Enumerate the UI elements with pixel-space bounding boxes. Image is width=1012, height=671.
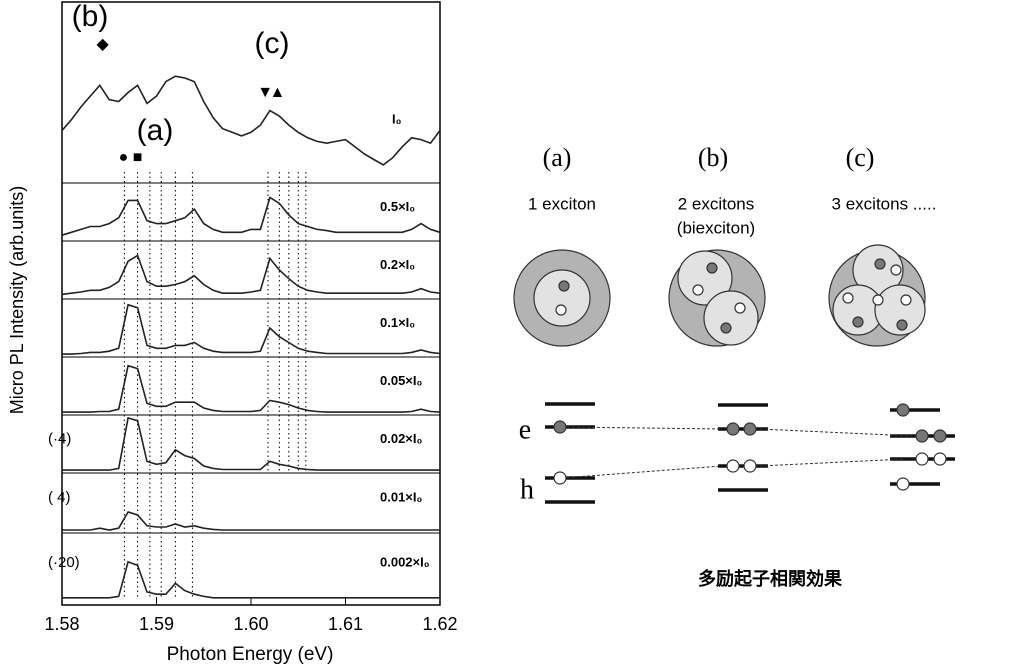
electron <box>706 262 718 274</box>
plot-frame <box>61 1 441 606</box>
x-tick-label: 1.61 <box>328 614 363 634</box>
series-label: 0.1×I₀ <box>380 315 415 330</box>
electron <box>720 322 732 334</box>
exciton <box>677 250 733 306</box>
electron <box>874 258 886 270</box>
spectrum <box>62 560 440 599</box>
hole <box>842 292 854 304</box>
hole <box>872 294 884 306</box>
peak-marker: ▼ <box>257 84 273 101</box>
hole-label: h <box>520 474 534 505</box>
hole <box>555 304 567 316</box>
x-tick-label: 1.59 <box>139 614 174 634</box>
series-label: 0.01×I₀ <box>380 490 423 505</box>
electron <box>558 280 570 292</box>
peak-marker: ▲ <box>270 84 286 101</box>
annotation: (a) <box>137 114 174 147</box>
series-label: 0.02×I₀ <box>380 431 423 446</box>
exciton <box>874 284 926 336</box>
annotation: (b) <box>72 0 109 33</box>
spectrum <box>61 75 441 166</box>
hole <box>692 284 704 296</box>
hole <box>734 302 746 314</box>
column-label: (b) <box>698 143 728 172</box>
scale-label: ( 4) <box>48 489 71 506</box>
peak-marker: ● <box>119 149 129 166</box>
column-label: (a) <box>543 143 572 172</box>
electron <box>852 316 864 328</box>
spectrum <box>62 511 440 531</box>
series-label: I₀ <box>392 111 402 126</box>
spectrum <box>62 303 441 355</box>
x-tick-label: 1.60 <box>233 614 268 634</box>
column-text: 1 exciton <box>528 194 596 213</box>
hole <box>890 264 902 276</box>
column-text: 3 excitons ..... <box>832 194 937 213</box>
y-axis-label: Micro PL Intensity (arb.units) <box>7 186 27 414</box>
hole <box>900 294 912 306</box>
carriers <box>553 403 947 491</box>
spectrum <box>62 416 440 471</box>
spectrum <box>62 364 441 413</box>
column-subtext: (biexciton) <box>677 218 755 237</box>
electron-label: e <box>519 414 531 445</box>
x-tick-label: 1.62 <box>422 614 457 634</box>
x-axis-label: Photon Energy (eV) <box>167 644 334 665</box>
caption: 多励起子相関効果 <box>698 568 843 589</box>
annotation: (c) <box>255 27 290 60</box>
spectrum <box>61 196 441 236</box>
electron <box>896 319 908 331</box>
peak-marker: ■ <box>133 149 143 166</box>
connectors <box>561 426 913 479</box>
x-tick-label: 1.58 <box>44 614 79 634</box>
exciton <box>533 269 591 327</box>
diagram: (a) (b) (c) e h <box>519 143 875 505</box>
series-label: 0.2×I₀ <box>380 257 415 272</box>
scale-label: (·4) <box>48 430 71 447</box>
series-label: 0.002×I₀ <box>380 555 430 570</box>
spectrum <box>61 254 441 296</box>
scale-label: (·20) <box>48 554 80 571</box>
series-label: 0.5×I₀ <box>380 199 415 214</box>
column-text: 2 excitons <box>678 194 755 213</box>
column-label: (c) <box>846 143 875 172</box>
exciton-drawings <box>513 244 926 347</box>
series-label: 0.05×I₀ <box>380 373 423 388</box>
energy-levels <box>545 402 955 504</box>
exciton <box>703 290 759 346</box>
peak-marker: ◆ <box>96 36 109 53</box>
